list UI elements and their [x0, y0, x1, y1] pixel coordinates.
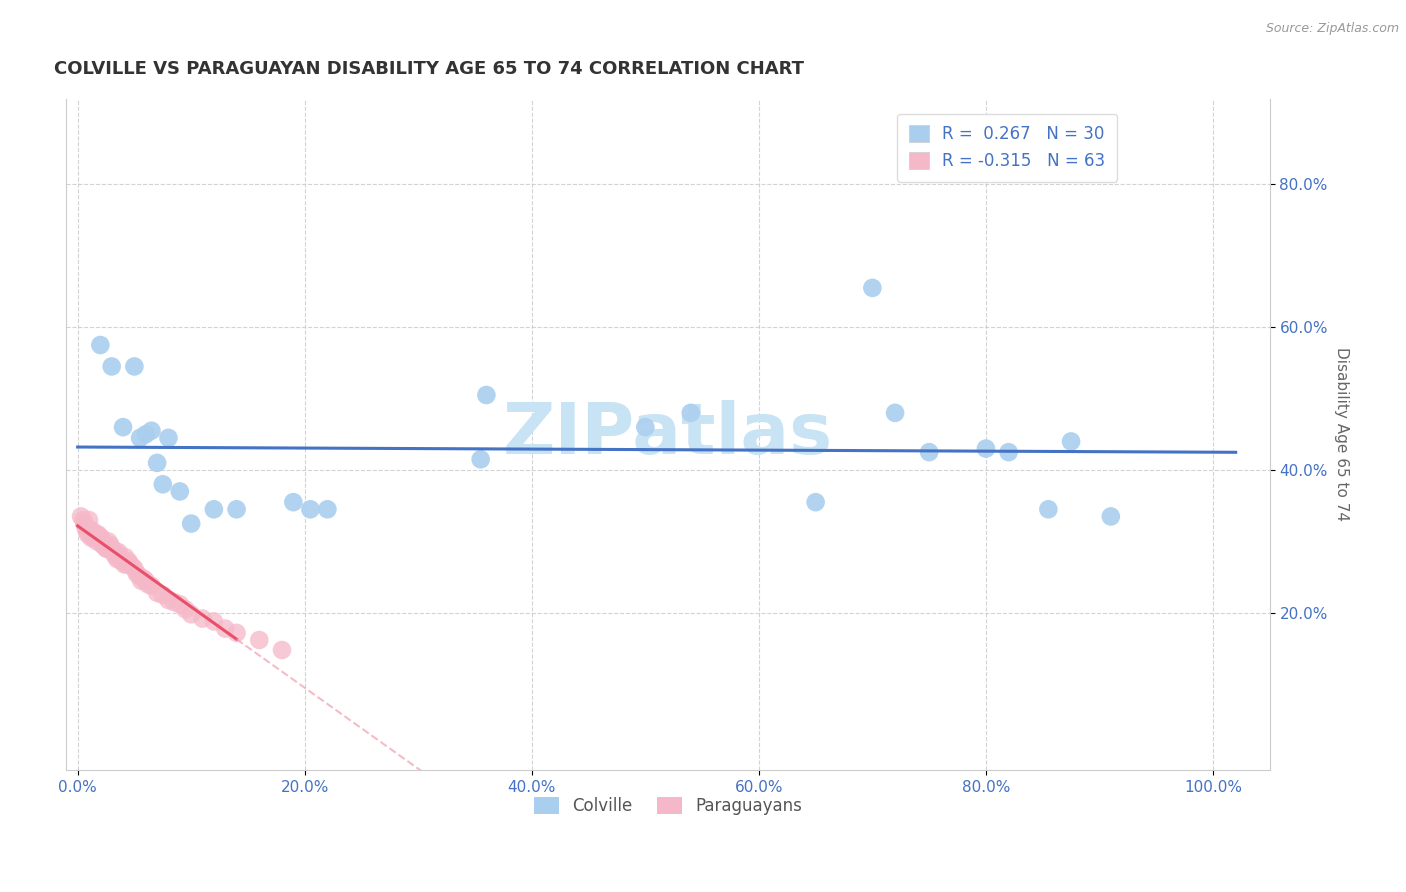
Point: [118, 554, 141, 568]
Point: [83, 531, 105, 545]
Point: [129, 431, 152, 445]
Point: [316, 502, 339, 516]
Point: [104, 549, 127, 563]
Point: [884, 406, 907, 420]
Point: [202, 615, 225, 629]
Point: [79, 524, 101, 538]
Point: [86, 534, 108, 549]
Point: [107, 545, 129, 559]
Point: [118, 558, 141, 572]
Point: [87, 527, 110, 541]
Point: [470, 452, 492, 467]
Point: [679, 406, 702, 420]
Point: [110, 550, 132, 565]
Point: [180, 607, 202, 622]
Point: [76, 524, 98, 538]
Point: [108, 552, 131, 566]
Point: [152, 588, 174, 602]
Point: [135, 574, 157, 588]
Point: [100, 538, 122, 552]
Point: [73, 516, 96, 531]
Point: [135, 427, 157, 442]
Point: [82, 524, 104, 538]
Point: [299, 502, 322, 516]
Point: [91, 538, 114, 552]
Point: [112, 558, 135, 572]
Point: [974, 442, 997, 456]
Point: [136, 577, 159, 591]
Point: [804, 495, 827, 509]
Point: [114, 550, 136, 565]
Point: [157, 431, 180, 445]
Point: [1099, 509, 1122, 524]
Point: [112, 420, 135, 434]
Point: [169, 484, 191, 499]
Text: Source: ZipAtlas.com: Source: ZipAtlas.com: [1265, 22, 1399, 36]
Y-axis label: Disability Age 65 to 74: Disability Age 65 to 74: [1334, 347, 1348, 521]
Point: [129, 574, 152, 588]
Point: [103, 545, 125, 559]
Point: [89, 531, 111, 545]
Point: [80, 531, 103, 545]
Point: [1038, 502, 1060, 516]
Point: [283, 495, 305, 509]
Text: ZIPatlas: ZIPatlas: [503, 400, 834, 469]
Point: [105, 552, 128, 566]
Point: [157, 593, 180, 607]
Point: [112, 554, 135, 568]
Point: [141, 424, 163, 438]
Point: [125, 566, 148, 581]
Point: [169, 597, 191, 611]
Point: [174, 602, 197, 616]
Text: COLVILLE VS PARAGUAYAN DISABILITY AGE 65 TO 74 CORRELATION CHART: COLVILLE VS PARAGUAYAN DISABILITY AGE 65…: [55, 60, 804, 78]
Point: [90, 531, 112, 545]
Point: [75, 520, 97, 534]
Point: [97, 534, 120, 549]
Point: [225, 502, 247, 516]
Point: [271, 643, 294, 657]
Point: [152, 477, 174, 491]
Point: [77, 513, 100, 527]
Point: [76, 527, 98, 541]
Point: [247, 632, 270, 647]
Point: [121, 559, 143, 574]
Point: [100, 541, 122, 556]
Point: [83, 531, 105, 545]
Point: [202, 502, 225, 516]
Point: [180, 516, 202, 531]
Point: [93, 538, 115, 552]
Point: [72, 513, 94, 527]
Point: [100, 359, 122, 374]
Point: [918, 445, 941, 459]
Point: [225, 625, 247, 640]
Point: [634, 420, 657, 434]
Point: [89, 531, 111, 545]
Point: [1060, 434, 1083, 449]
Point: [475, 388, 498, 402]
Point: [132, 572, 155, 586]
Point: [94, 541, 117, 556]
Point: [146, 456, 169, 470]
Point: [997, 445, 1019, 459]
Point: [96, 541, 118, 556]
Point: [115, 558, 138, 572]
Point: [124, 561, 146, 575]
Point: [98, 541, 121, 556]
Point: [84, 527, 107, 541]
Point: [105, 545, 128, 559]
Point: [101, 545, 124, 559]
Point: [141, 579, 163, 593]
Point: [124, 359, 146, 374]
Point: [860, 281, 883, 295]
Point: [146, 586, 169, 600]
Point: [163, 595, 186, 609]
Legend: Colville, Paraguayans: Colville, Paraguayans: [527, 790, 808, 822]
Point: [128, 568, 150, 582]
Point: [94, 538, 117, 552]
Point: [214, 622, 236, 636]
Point: [191, 611, 214, 625]
Point: [89, 338, 111, 352]
Point: [70, 509, 93, 524]
